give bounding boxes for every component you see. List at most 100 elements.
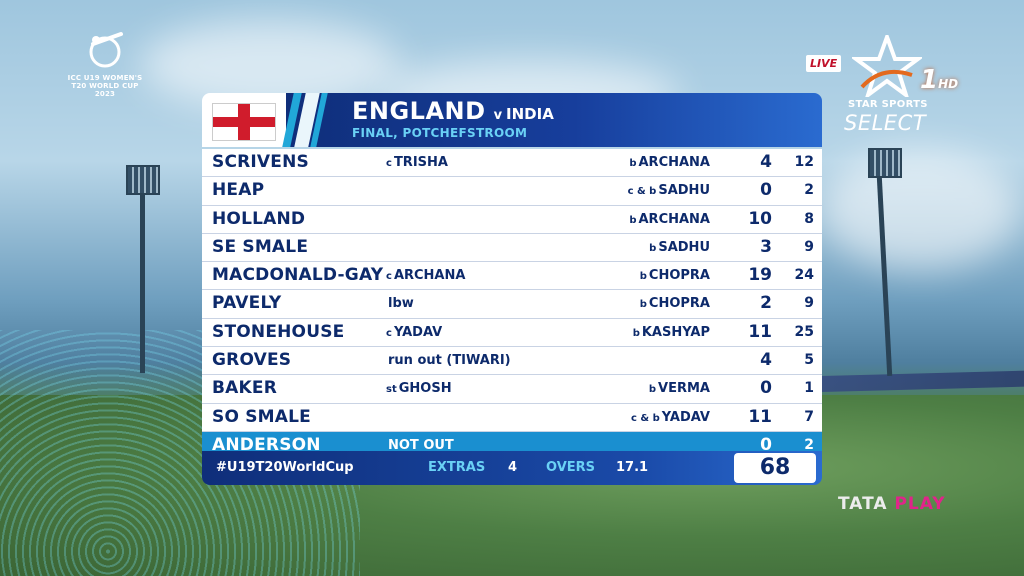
bowler-prefix: b	[632, 327, 640, 339]
star-icon	[852, 35, 922, 97]
balls-cell: 1	[780, 375, 814, 402]
dismissal-cell	[386, 206, 388, 234]
batter-name: GROVES	[212, 350, 292, 371]
batter-row: BAKER st GHOSH b VERMA 0 1	[202, 375, 822, 404]
tournament-logo: ICC U19 WOMEN'S T20 WORLD CUP 2023	[60, 30, 150, 98]
bowler-cell: c & b SADHU	[628, 177, 710, 205]
bowler-prefix: c & b	[627, 186, 657, 198]
runs-value: 10	[748, 208, 772, 229]
balls-cell: 2	[780, 177, 814, 204]
batter-name: BAKER	[212, 378, 277, 399]
batter-name-cell: SE SMALE	[212, 234, 308, 261]
dismissal-fielder: lbw	[388, 296, 414, 312]
runs-cell: 4	[732, 347, 772, 374]
balls-value: 9	[804, 238, 814, 255]
dismissal-fielder: YADAV	[393, 324, 443, 340]
batter-name: ANDERSON	[212, 434, 321, 455]
batter-name: HOLLAND	[212, 208, 306, 229]
balls-cell: 9	[780, 290, 814, 317]
channel-number-value: 1	[920, 65, 939, 95]
batter-row: HEAP c & b SADHU 0 2	[202, 177, 822, 206]
batter-name-cell: ANDERSON	[212, 432, 321, 459]
batter-name: SO SMALE	[212, 406, 311, 427]
runs-value: 3	[760, 236, 772, 257]
match-venue: FINAL, POTCHEFSTROOM	[352, 126, 528, 140]
balls-value: 5	[804, 352, 814, 369]
bowler-prefix: c & b	[630, 412, 660, 424]
channel-number: 1HD	[920, 65, 958, 95]
dismissal-prefix: c	[386, 327, 392, 339]
bowler-name: KASHYAP	[641, 324, 710, 340]
runs-cell: 2	[732, 290, 772, 317]
batter-row: PAVELY lbw b CHOPRA 2 9	[202, 290, 822, 319]
dismissal-cell	[386, 234, 388, 262]
bowler-name: VERMA	[658, 381, 710, 397]
balls-value: 7	[804, 408, 814, 425]
channel-line1: STAR SPORTS	[848, 99, 928, 110]
batter-row: STONEHOUSE c YADAV b KASHYAP 11 25	[202, 319, 822, 348]
batter-row: SO SMALE c & b YADAV 11 7	[202, 404, 822, 432]
overs-value: 17.1	[616, 460, 649, 475]
batting-scorecard: ENGLAND v INDIA FINAL, POTCHEFSTROOM SCRIV…	[202, 93, 822, 485]
runs-cell: 11	[732, 319, 772, 346]
runs-cell: 3	[732, 234, 772, 261]
bowler-name: SADHU	[658, 239, 710, 255]
dismissal-fielder: TRISHA	[393, 155, 448, 170]
provider-logo: TATA PLAY	[838, 494, 946, 514]
channel-line2: SELECT	[844, 111, 927, 135]
bowler-prefix: b	[648, 384, 657, 396]
runs-cell: 10	[732, 206, 772, 233]
extras-label: EXTRAS	[428, 460, 486, 475]
dismissal-cell: c TRISHA	[386, 149, 448, 177]
versus-label: v	[493, 108, 503, 123]
bowler-prefix: b	[639, 271, 647, 283]
provider-tata: TATA	[838, 494, 888, 514]
dismissal-cell: lbw	[386, 290, 414, 318]
tournament-logo-text: ICC U19 WOMEN'S T20 WORLD CUP 2023	[67, 74, 143, 98]
bowler-name: ARCHANA	[638, 155, 711, 170]
bowler-prefix: b	[649, 242, 657, 254]
batter-name: PAVELY	[212, 293, 282, 314]
dismissal-fielder: NOT OUT	[388, 437, 454, 453]
batter-name-cell: BAKER	[212, 375, 277, 402]
balls-cell: 5	[780, 347, 814, 374]
runs-value: 0	[760, 180, 772, 201]
overs-label: OVERS	[546, 460, 596, 475]
channel-logo: LIVE 1HD STAR SPORTS SELECT	[800, 35, 1000, 145]
live-badge: LIVE	[806, 55, 842, 72]
balls-cell: 9	[780, 234, 814, 261]
bowler-prefix: b	[629, 158, 637, 169]
dismissal-fielder: ARCHANA	[393, 268, 466, 284]
bowler-name: CHOPRA	[648, 296, 710, 312]
batter-name: STONEHOUSE	[212, 321, 345, 342]
balls-value: 9	[804, 295, 814, 312]
bowler-cell: b KASHYAP	[633, 319, 710, 347]
dismissal-cell: c YADAV	[386, 319, 442, 347]
batter-name: SE SMALE	[212, 236, 309, 257]
channel-quality: HD	[938, 77, 959, 91]
cloud	[820, 150, 1020, 270]
batter-list: SCRIVENS c TRISHA b ARCHANA 4 12 HEAP c & b SADHU…	[202, 149, 822, 460]
bowler-name: YADAV	[661, 409, 710, 425]
batter-row: HOLLAND b ARCHANA 10 8	[202, 206, 822, 234]
balls-cell: 7	[780, 404, 814, 431]
batter-name: SCRIVENS	[212, 152, 309, 172]
scorecard-header: ENGLAND v INDIA FINAL, POTCHEFSTROOM	[202, 93, 822, 147]
dismissal-cell: c ARCHANA	[386, 262, 465, 290]
batter-name-cell: STONEHOUSE	[212, 319, 344, 346]
batter-name-cell: PAVELY	[212, 290, 281, 317]
bowler-cell: c & b YADAV	[631, 404, 710, 432]
bowler-name: SADHU	[658, 183, 710, 199]
balls-value: 2	[804, 436, 814, 453]
dismissal-fielder: GHOSH	[398, 381, 452, 397]
runs-cell: 19	[732, 262, 772, 289]
runs-cell: 4	[732, 149, 772, 176]
runs-cell: 0	[732, 375, 772, 402]
batter-name: MACDONALD-GAY	[212, 265, 384, 286]
bowler-prefix: b	[629, 214, 637, 226]
england-flag-icon	[212, 103, 276, 141]
runs-value: 11	[748, 406, 772, 427]
balls-value: 2	[804, 182, 814, 199]
bowler-cell: b CHOPRA	[640, 262, 710, 290]
batter-name-cell: HOLLAND	[212, 206, 305, 233]
